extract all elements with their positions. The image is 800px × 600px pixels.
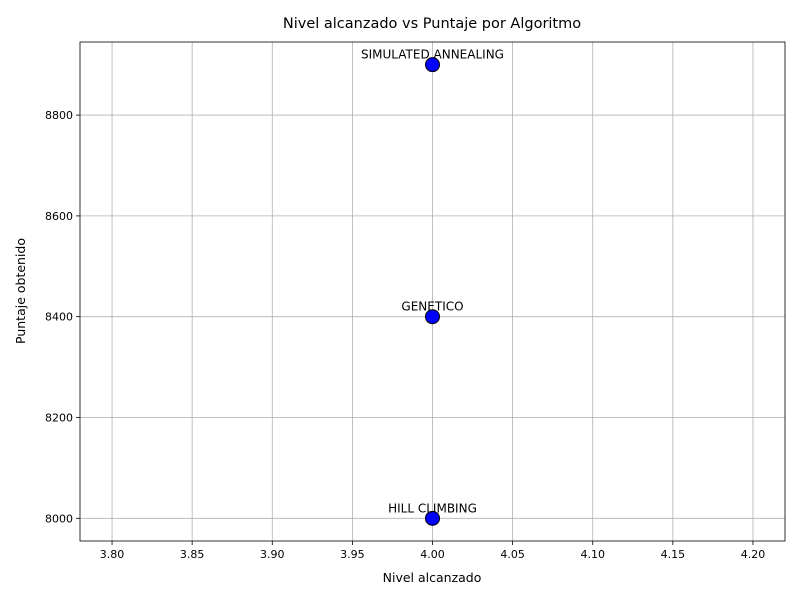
data-point	[425, 309, 440, 325]
x-tick-label: 4.10	[580, 548, 605, 561]
y-tick-label: 8000	[45, 512, 73, 525]
x-tick-label: 3.95	[340, 548, 365, 561]
x-tick-label: 4.05	[500, 548, 525, 561]
data-point	[425, 510, 440, 526]
y-tick-label: 8800	[45, 109, 73, 122]
x-tick-label: 4.00	[420, 548, 445, 561]
plot-frame	[79, 41, 786, 542]
y-tick-label: 8600	[45, 210, 73, 223]
chart-title: Nivel alcanzado vs Puntaje por Algoritmo	[283, 16, 581, 32]
y-tick-label: 8400	[45, 311, 73, 324]
data-points: SIMULATED ANNEALING GENETICO HILL CLIMBING	[361, 48, 504, 526]
x-tick-label: 4.20	[741, 548, 766, 561]
y-tick-label: 8200	[45, 412, 73, 425]
tick-labels: 3.80 3.85 3.90 3.95 4.00 4.05 4.10 4.15 4.20 8000…	[45, 109, 765, 561]
x-tick-label: 4.15	[661, 548, 686, 561]
data-point	[425, 57, 440, 73]
point-annotation: SIMULATED ANNEALING	[361, 48, 504, 62]
grid-lines	[80, 42, 785, 541]
axes	[76, 41, 786, 545]
x-tick-label: 3.80	[100, 548, 125, 561]
x-tick-label: 3.90	[260, 548, 285, 561]
y-axis-label: Puntaje obtenido	[13, 238, 28, 344]
point-annotation: GENETICO	[401, 300, 463, 314]
point-annotation: HILL CLIMBING	[388, 501, 477, 515]
x-axis-label: Nivel alcanzado	[383, 570, 482, 585]
x-tick-label: 3.85	[180, 548, 205, 561]
